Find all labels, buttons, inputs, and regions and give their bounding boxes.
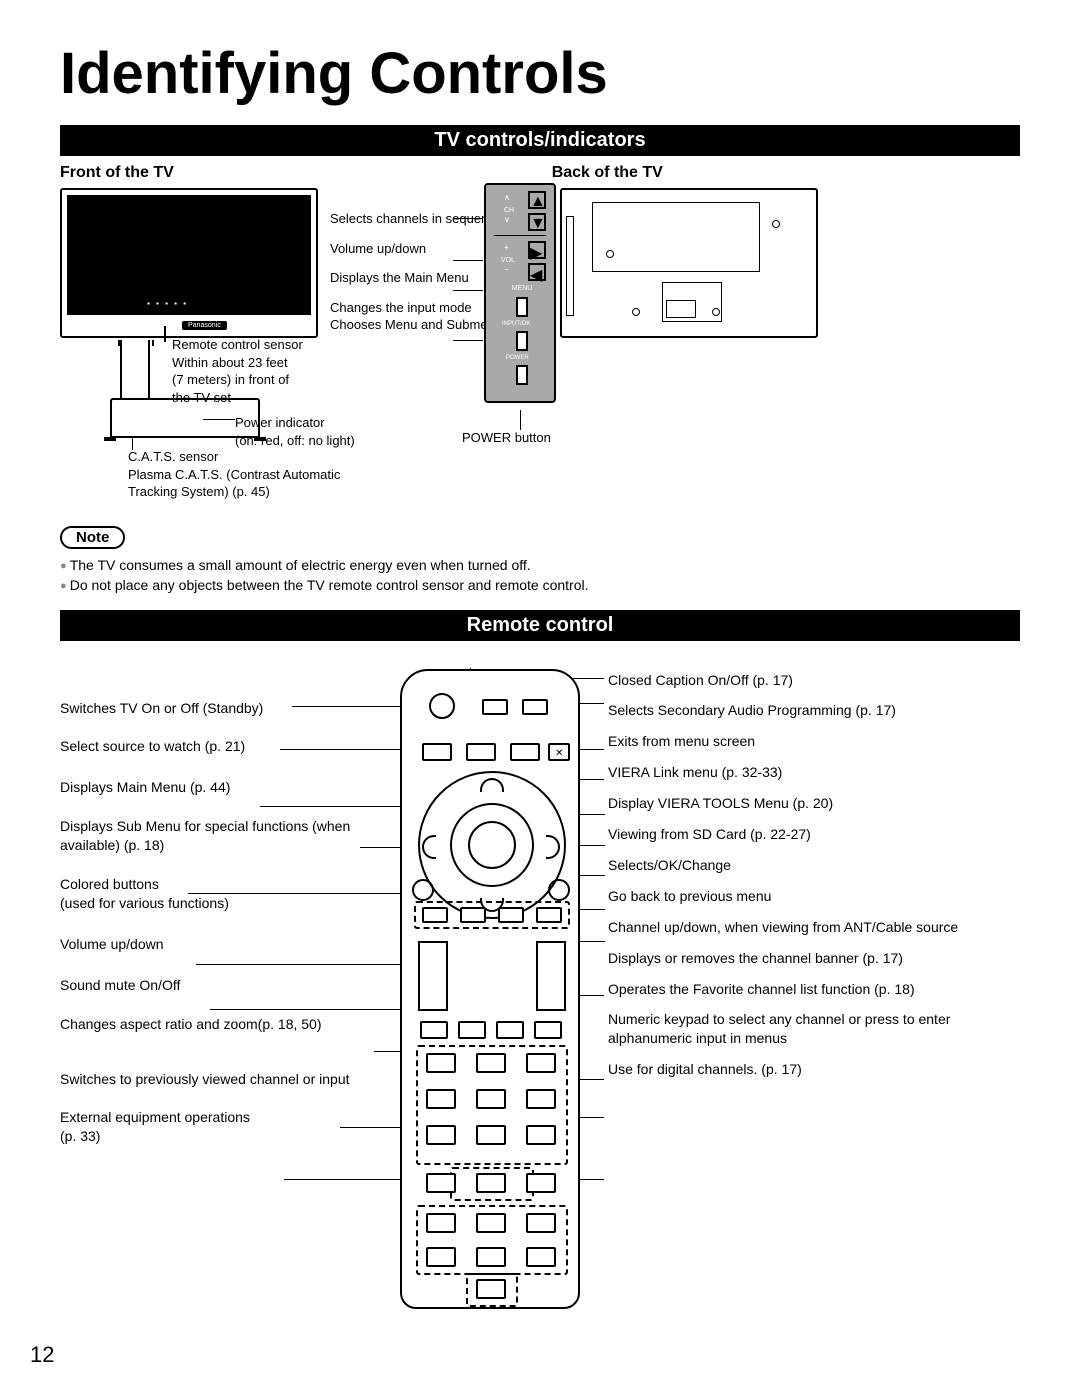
remote-diagram: Switches TV On or Off (Standby) Select s… <box>60 649 1020 1309</box>
brand-badge: Panasonic <box>182 321 227 330</box>
tv-back-illustration <box>560 188 818 338</box>
rc-ok: Selects/OK/Change <box>608 856 968 875</box>
cats-sensor-note: C.A.T.S. sensor Plasma C.A.T.S. (Contras… <box>128 448 340 501</box>
rc-cc: Closed Caption On/Off (p. 17) <box>608 671 968 690</box>
rc-viera-tools: Display VIERA TOOLS Menu (p. 20) <box>608 794 968 813</box>
front-of-tv-label: Front of the TV <box>60 164 552 182</box>
power-button-note: POWER button <box>462 430 551 445</box>
remote-control-heading: Remote control <box>60 610 1020 641</box>
tv-side-buttons: ∧▲ CH ∨▼ +▶ VOL −◀ MENU INPUT/OK POWER <box>484 183 556 403</box>
lc-power: Switches TV On or Off (Standby) <box>60 699 395 718</box>
rc-banner: Displays or removes the channel banner (… <box>608 949 968 968</box>
rc-fav: Operates the Favorite channel list funct… <box>608 980 968 999</box>
note-line-1: The TV consumes a small amount of electr… <box>60 555 1020 575</box>
tv-controls-heading: TV controls/indicators <box>60 125 1020 156</box>
lc-mute: Sound mute On/Off <box>60 976 395 995</box>
lc-aspect: Changes aspect ratio and zoom(p. 18, 50) <box>60 1015 395 1034</box>
power-button-icon <box>429 693 455 719</box>
page-number: 12 <box>30 1342 54 1368</box>
note-line-2: Do not place any objects between the TV … <box>60 575 1020 595</box>
rc-exit: Exits from menu screen <box>608 732 968 751</box>
lc-source: Select source to watch (p. 21) <box>60 737 395 756</box>
lc-volume: Volume up/down <box>60 935 395 954</box>
lc-colored: Colored buttons (used for various functi… <box>60 875 395 913</box>
power-indicator-note: Power indicator (on: red, off: no light) <box>235 414 355 449</box>
page-title: Identifying Controls <box>60 40 1020 107</box>
rc-chud: Channel up/down, when viewing from ANT/C… <box>608 918 968 937</box>
back-of-tv-label: Back of the TV <box>552 164 1020 182</box>
note-label: Note <box>60 526 125 549</box>
tv-diagram: ▪ ▪ ▪ ▪ ▪ Panasonic Remote control senso… <box>60 188 1020 518</box>
lc-menu: Displays Main Menu (p. 44) <box>60 778 395 797</box>
remote-illustration: ✕ <box>400 669 580 1309</box>
rc-numpad: Numeric keypad to select any channel or … <box>608 1010 968 1048</box>
rc-viera-link: VIERA Link menu (p. 32-33) <box>608 763 968 782</box>
remote-left-callouts: Switches TV On or Off (Standby) Select s… <box>60 699 395 1167</box>
rc-sap: Selects Secondary Audio Programming (p. … <box>608 701 968 720</box>
remote-sensor-note: Remote control sensor Within about 23 fe… <box>172 336 303 406</box>
rc-sd: Viewing from SD Card (p. 22-27) <box>608 825 968 844</box>
lc-prev: Switches to previously viewed channel or… <box>60 1070 395 1089</box>
tv-front-illustration: ▪ ▪ ▪ ▪ ▪ Panasonic <box>60 188 318 338</box>
note-list: The TV consumes a small amount of electr… <box>60 555 1020 596</box>
lc-submenu: Displays Sub Menu for special functions … <box>60 817 395 855</box>
remote-right-callouts: Closed Caption On/Off (p. 17) Selects Se… <box>608 671 968 1091</box>
rc-digital: Use for digital channels. (p. 17) <box>608 1060 968 1079</box>
rc-back: Go back to previous menu <box>608 887 968 906</box>
